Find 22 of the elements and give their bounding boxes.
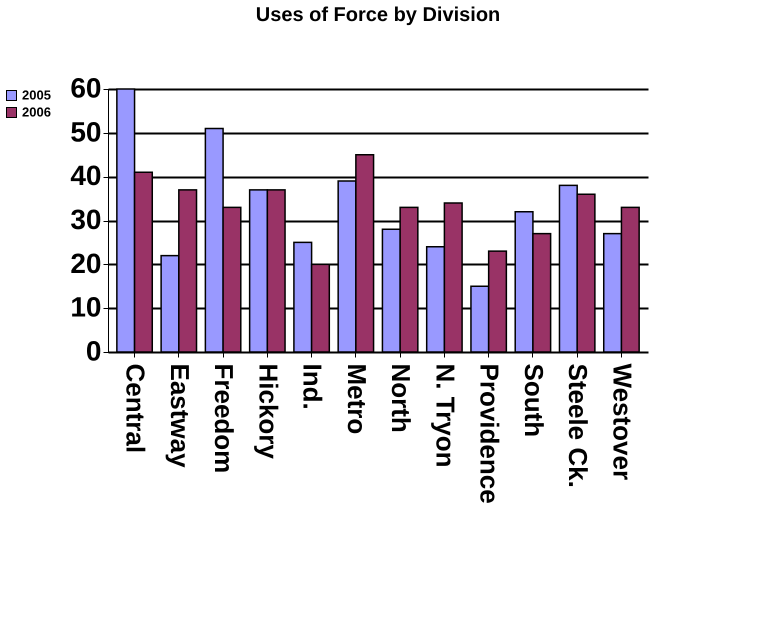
x-tick-label: Providence: [474, 364, 505, 504]
legend-label: 2005: [22, 88, 51, 102]
y-tick-label: 20: [70, 248, 102, 279]
x-tick-label: Eastway: [164, 364, 195, 468]
legend-label: 2006: [22, 104, 51, 120]
x-tick-label: Metro: [342, 364, 372, 434]
x-tick-label: North: [386, 364, 416, 433]
y-tick-label: 50: [70, 116, 102, 148]
y-tick-label: 40: [70, 160, 102, 192]
x-tick-label: Freedom: [209, 364, 240, 474]
y-tick-label: 30: [70, 204, 102, 235]
x-tick-label: Central: [120, 364, 151, 454]
x-tick-label: Ind.: [298, 364, 328, 410]
chart-title: Uses of Force by Division: [256, 4, 500, 26]
y-tick-label: 0: [86, 336, 102, 366]
y-tick-label: 60: [70, 72, 102, 104]
x-tick-label: N. Tryon: [430, 364, 460, 468]
x-tick-label: South: [518, 364, 549, 438]
x-tick-label: Steele Ck.: [563, 364, 594, 488]
x-tick-label: Westover: [607, 364, 638, 480]
y-tick-label: 10: [70, 292, 102, 323]
x-tick-label: Hickory: [253, 364, 284, 460]
